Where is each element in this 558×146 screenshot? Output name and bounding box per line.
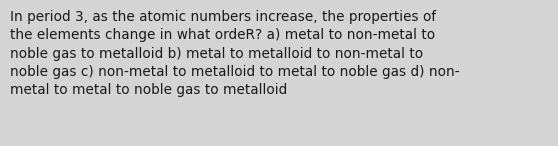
Text: In period 3, as the atomic numbers increase, the properties of
the elements chan: In period 3, as the atomic numbers incre… xyxy=(10,10,460,97)
